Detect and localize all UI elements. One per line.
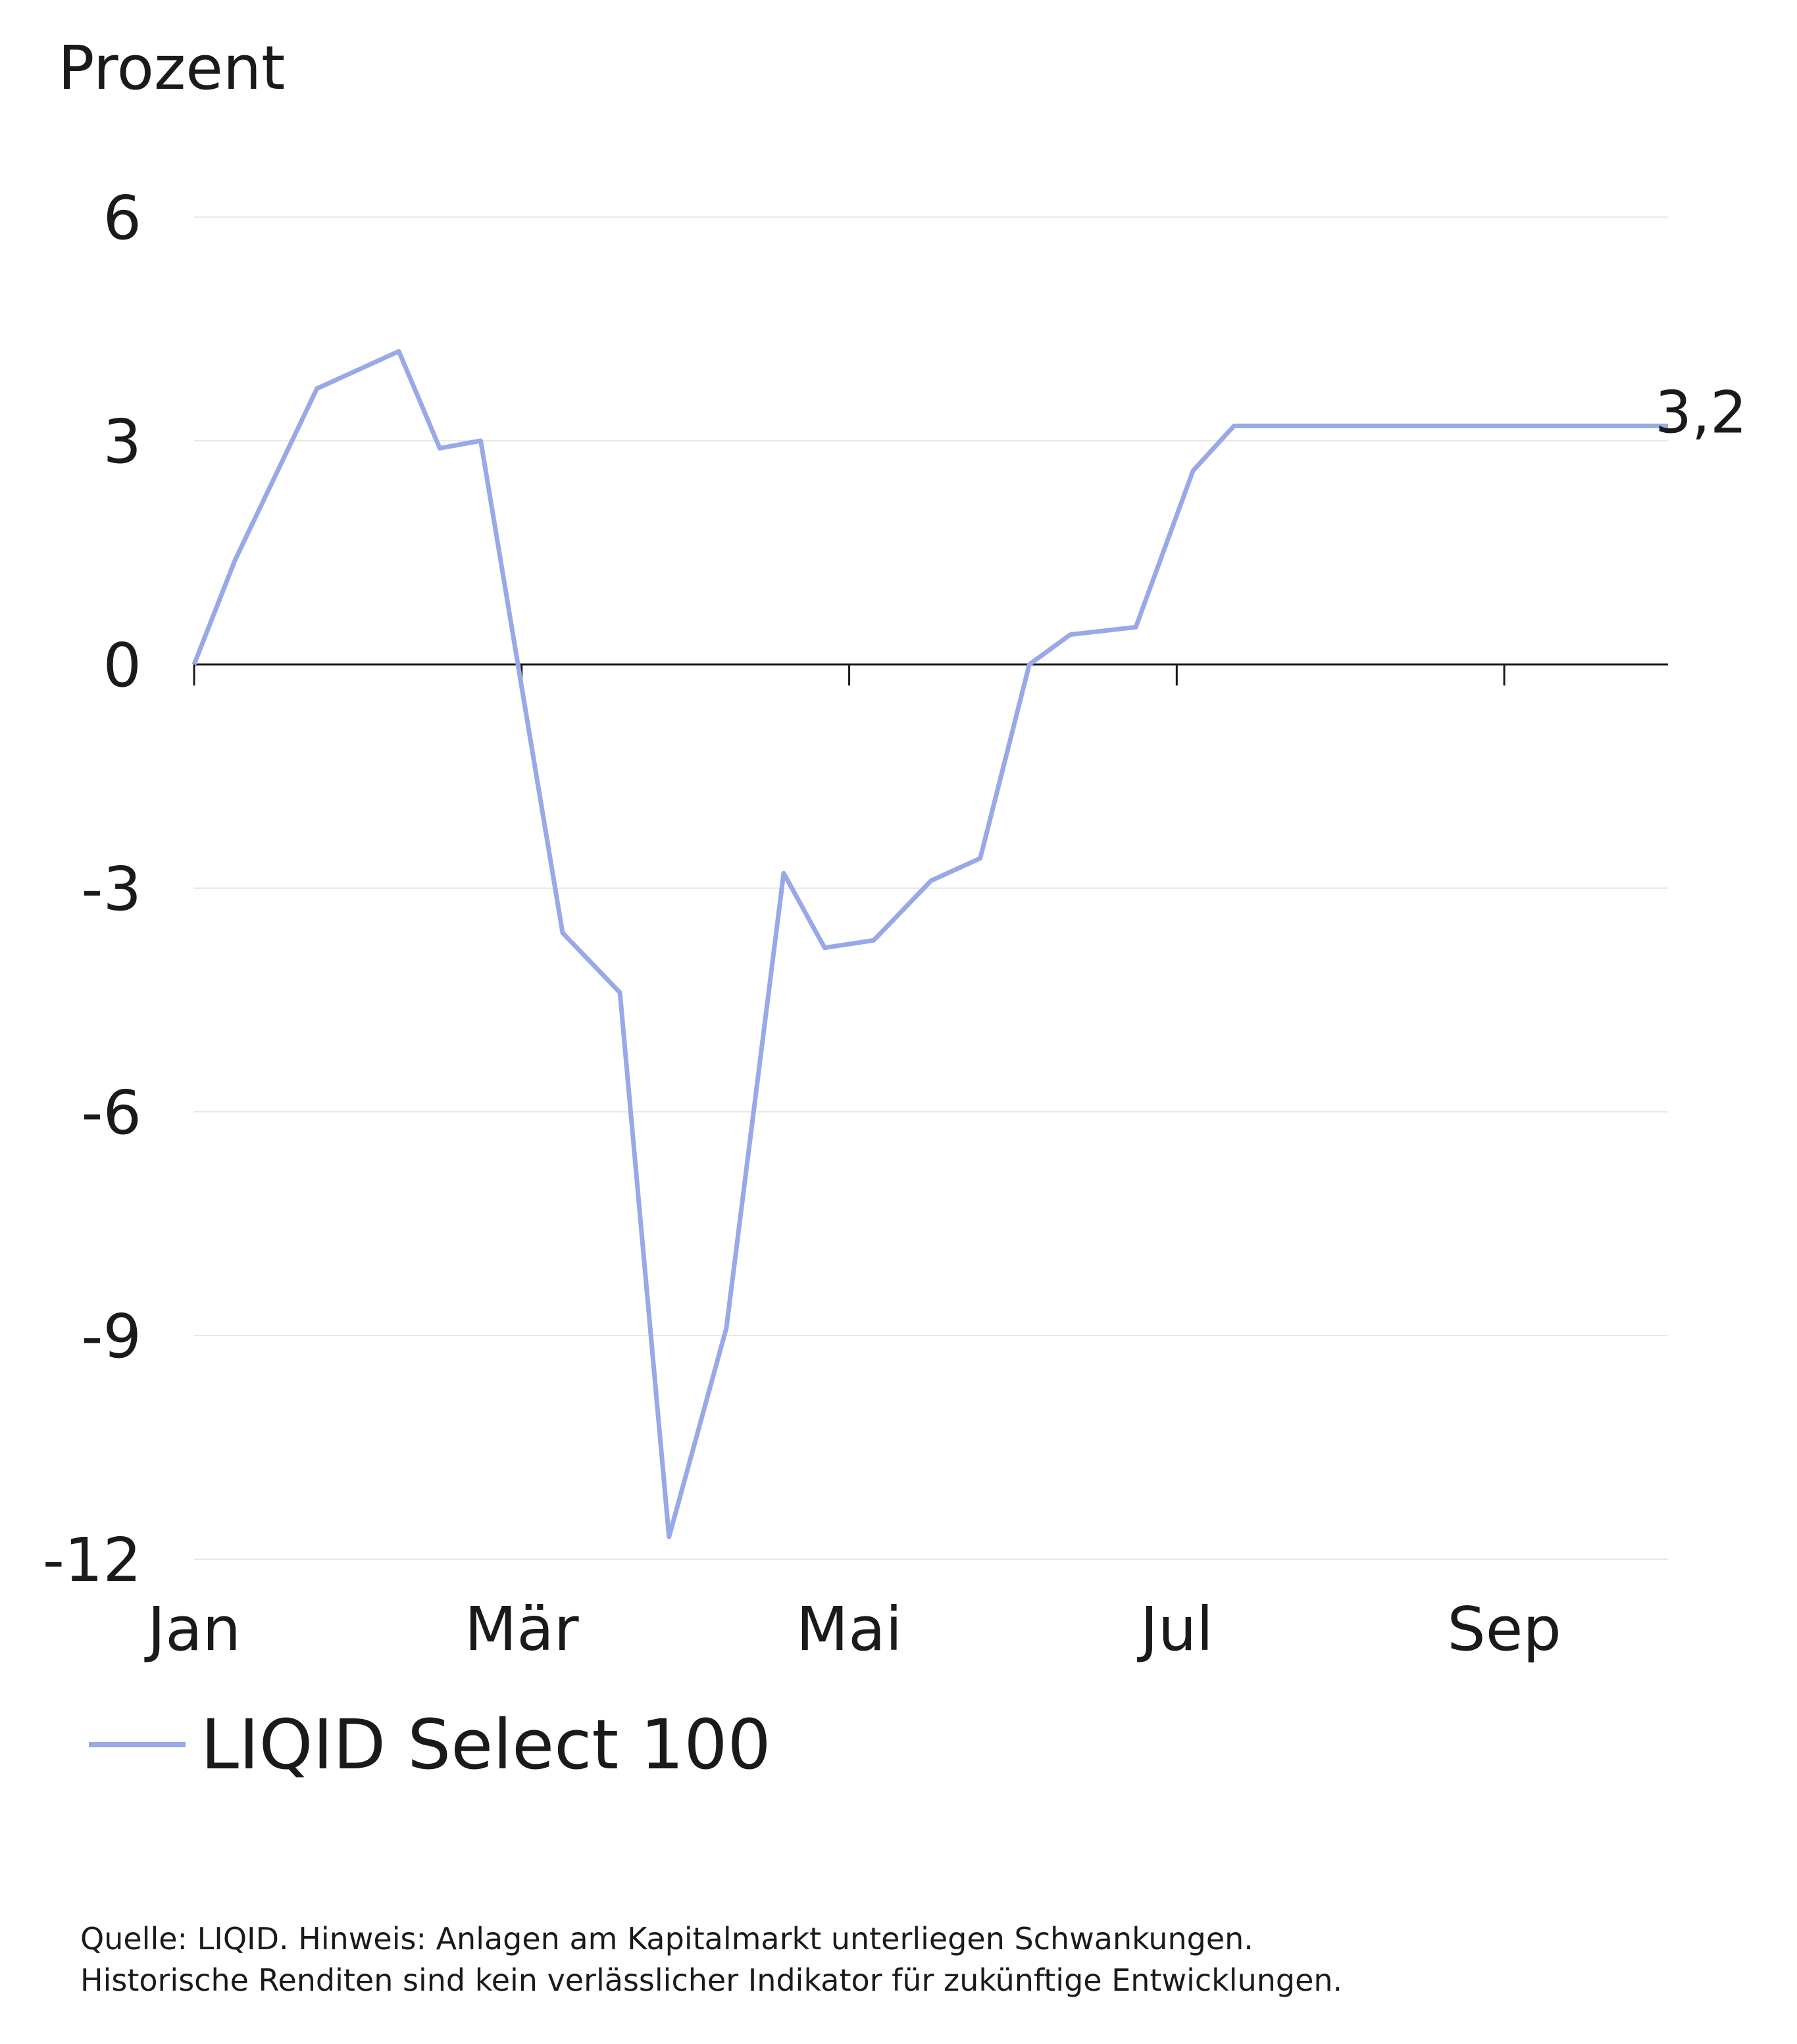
footnote-line-1: Quelle: LIQID. Hinweis: Anlagen am Kapit…: [80, 1921, 1253, 1957]
gridlines: [194, 216, 1668, 1560]
y-axis-ticks: 6 3 0 -3 -6 -9 -12: [43, 183, 141, 1595]
series-line: [191, 349, 1668, 1539]
x-tick-label: Mai: [796, 1594, 902, 1664]
y-tick-label: -12: [43, 1525, 141, 1595]
x-tick-label: Mär: [465, 1594, 579, 1664]
y-tick-label: -9: [81, 1301, 141, 1372]
footnote-line-2: Historische Renditen sind kein verlässli…: [80, 1962, 1343, 1998]
y-unit-label: Prozent: [58, 33, 285, 103]
end-value-label: 3,2: [1655, 378, 1747, 446]
y-tick-label: 6: [103, 183, 141, 253]
y-tick-label: 0: [103, 630, 141, 701]
x-axis: Jan Mär Mai Jul Sep: [144, 663, 1668, 1664]
y-tick-label: -6: [81, 1078, 141, 1148]
x-tick-label: Jan: [144, 1594, 241, 1664]
y-tick-label: 3: [103, 407, 141, 477]
legend-label: LIQID Select 100: [201, 1705, 771, 1785]
legend: LIQID Select 100: [89, 1705, 771, 1785]
y-tick-label: -3: [81, 854, 141, 924]
x-tick-label: Sep: [1447, 1594, 1561, 1664]
x-tick-label: Jul: [1137, 1594, 1213, 1664]
series-group: [191, 349, 1668, 1539]
